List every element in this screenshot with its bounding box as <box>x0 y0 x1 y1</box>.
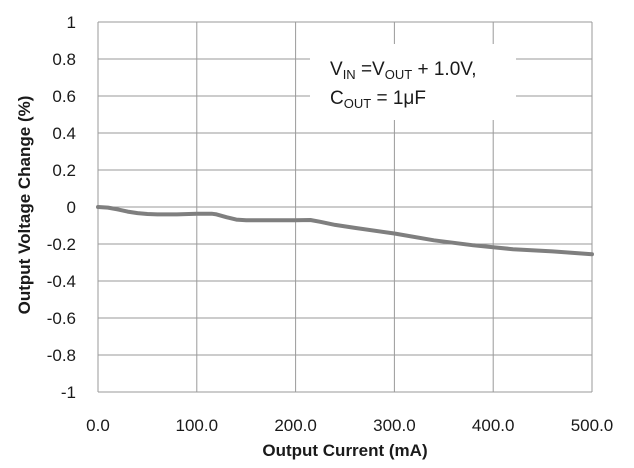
y-tick-label: -1 <box>61 383 76 402</box>
annotation-box <box>310 44 516 120</box>
series-line <box>96 205 594 257</box>
y-tick-label: 1 <box>67 13 76 32</box>
x-tick-label: 0.0 <box>86 416 110 435</box>
y-axis-title: Output Voltage Change (%) <box>15 96 34 315</box>
grid-lines <box>97 21 593 393</box>
y-tick-labels: 1 0.8 0.6 0.4 0.2 0 -0.2 -0.4 -0.6 -0.8 -1 <box>47 13 76 402</box>
y-tick-label: -0.2 <box>47 235 76 254</box>
x-tick-labels: 0.0 100.0 200.0 300.0 400.0 500.0 <box>86 416 613 435</box>
x-axis-title: Output Current (mA) <box>262 441 427 460</box>
x-tick-label: 100.0 <box>176 416 219 435</box>
annotation-line-1: VIN =VOUT + 1.0V, <box>330 59 476 82</box>
y-tick-label: -0.6 <box>47 309 76 328</box>
x-tick-label: 300.0 <box>373 416 416 435</box>
x-tick-label: 400.0 <box>472 416 515 435</box>
y-tick-label: -0.4 <box>47 272 76 291</box>
annotation-line-2: COUT = 1μF <box>330 88 426 111</box>
y-tick-label: 0.6 <box>52 87 76 106</box>
y-tick-label: 0.4 <box>52 124 76 143</box>
x-tick-label: 500.0 <box>571 416 614 435</box>
y-tick-label: -0.8 <box>47 346 76 365</box>
y-tick-label: 0.8 <box>52 50 76 69</box>
x-tick-label: 200.0 <box>274 416 317 435</box>
y-tick-label: 0 <box>67 198 76 217</box>
y-tick-label: 0.2 <box>52 161 76 180</box>
